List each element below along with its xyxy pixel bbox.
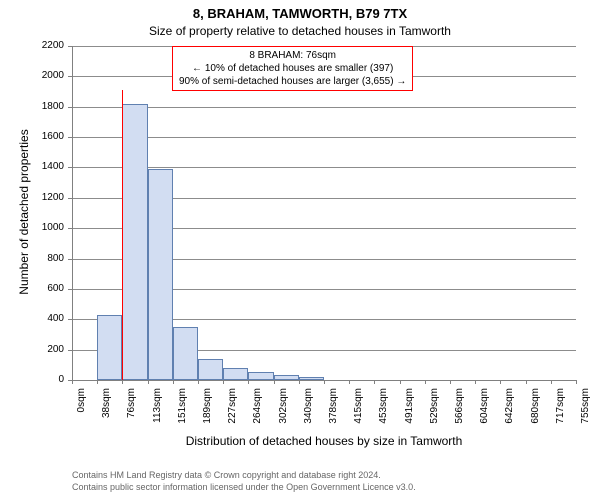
histogram-bar	[274, 375, 299, 380]
y-tick	[68, 350, 72, 351]
y-tick-label: 1000	[24, 222, 64, 233]
grid-line	[72, 137, 576, 138]
chart-plot-area	[72, 46, 576, 380]
y-tick-label: 2000	[24, 70, 64, 81]
y-tick-label: 600	[24, 283, 64, 294]
y-tick	[68, 319, 72, 320]
x-tick-label: 680sqm	[530, 388, 541, 436]
x-tick	[274, 380, 275, 384]
x-tick-label: 38sqm	[101, 388, 112, 436]
x-tick	[374, 380, 375, 384]
y-tick-label: 200	[24, 344, 64, 355]
x-tick-label: 453sqm	[378, 388, 389, 436]
x-tick	[400, 380, 401, 384]
annotation-line-2: ← 10% of detached houses are smaller (39…	[179, 62, 406, 75]
histogram-bar	[97, 315, 122, 380]
x-tick-label: 227sqm	[227, 388, 238, 436]
y-tick	[68, 46, 72, 47]
x-tick	[299, 380, 300, 384]
x-axis-title: Distribution of detached houses by size …	[72, 434, 576, 448]
x-tick-label: 415sqm	[353, 388, 364, 436]
y-tick-label: 1200	[24, 192, 64, 203]
x-tick-label: 0sqm	[76, 388, 87, 436]
x-tick-label: 189sqm	[202, 388, 213, 436]
histogram-bar	[248, 372, 273, 380]
x-tick	[450, 380, 451, 384]
y-tick	[68, 76, 72, 77]
page-subtitle: Size of property relative to detached ho…	[0, 24, 600, 38]
x-tick	[248, 380, 249, 384]
x-tick-label: 717sqm	[555, 388, 566, 436]
x-tick-label: 340sqm	[303, 388, 314, 436]
x-tick-label: 491sqm	[404, 388, 415, 436]
x-tick	[173, 380, 174, 384]
x-tick	[223, 380, 224, 384]
y-tick	[68, 259, 72, 260]
histogram-bar	[198, 359, 223, 380]
y-tick-label: 1600	[24, 131, 64, 142]
x-tick	[349, 380, 350, 384]
x-tick	[324, 380, 325, 384]
x-tick	[526, 380, 527, 384]
y-tick-label: 0	[24, 374, 64, 385]
x-tick	[500, 380, 501, 384]
x-tick	[551, 380, 552, 384]
x-tick-label: 151sqm	[177, 388, 188, 436]
histogram-bar	[173, 327, 198, 380]
footer-line-2: Contains public sector information licen…	[72, 482, 416, 494]
x-tick-label: 566sqm	[454, 388, 465, 436]
y-tick	[68, 289, 72, 290]
y-tick	[68, 107, 72, 108]
y-tick	[68, 198, 72, 199]
y-tick-label: 400	[24, 313, 64, 324]
annotation-line-1: 8 BRAHAM: 76sqm	[179, 49, 406, 62]
x-tick-label: 604sqm	[479, 388, 490, 436]
x-tick	[122, 380, 123, 384]
x-tick	[475, 380, 476, 384]
x-tick	[576, 380, 577, 384]
x-tick-label: 755sqm	[580, 388, 591, 436]
x-tick-label: 113sqm	[152, 388, 163, 436]
y-tick-label: 2200	[24, 40, 64, 51]
x-tick-label: 642sqm	[504, 388, 515, 436]
x-tick	[198, 380, 199, 384]
y-tick-label: 800	[24, 253, 64, 264]
x-tick-label: 302sqm	[278, 388, 289, 436]
footer: Contains HM Land Registry data © Crown c…	[72, 470, 416, 493]
page-title: 8, BRAHAM, TAMWORTH, B79 7TX	[0, 6, 600, 21]
x-tick	[148, 380, 149, 384]
y-axis-title: Number of detached properties	[17, 122, 31, 302]
y-tick	[68, 167, 72, 168]
y-tick	[68, 137, 72, 138]
x-tick-label: 529sqm	[429, 388, 440, 436]
x-tick-label: 264sqm	[252, 388, 263, 436]
histogram-bar	[223, 368, 248, 380]
x-tick-label: 76sqm	[126, 388, 137, 436]
histogram-bar	[148, 169, 173, 380]
histogram-bar	[122, 104, 147, 380]
x-tick	[425, 380, 426, 384]
footer-line-1: Contains HM Land Registry data © Crown c…	[72, 470, 416, 482]
x-tick-label: 378sqm	[328, 388, 339, 436]
y-tick	[68, 228, 72, 229]
grid-line	[72, 107, 576, 108]
x-tick	[97, 380, 98, 384]
y-tick-label: 1400	[24, 161, 64, 172]
histogram-bar	[299, 377, 324, 380]
annotation-box: 8 BRAHAM: 76sqm ← 10% of detached houses…	[172, 46, 413, 91]
y-tick-label: 1800	[24, 101, 64, 112]
marker-line	[122, 90, 123, 380]
x-tick	[72, 380, 73, 384]
y-axis-line	[72, 46, 73, 380]
annotation-line-3: 90% of semi-detached houses are larger (…	[179, 75, 406, 88]
